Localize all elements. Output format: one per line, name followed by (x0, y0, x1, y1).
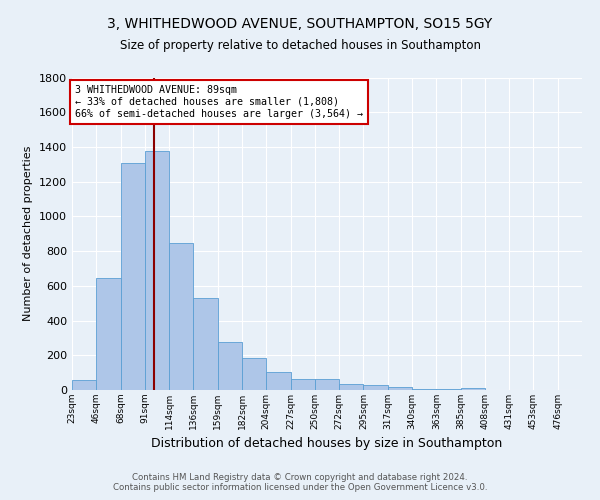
Bar (266, 372, 290, 390)
Bar (242, 358, 266, 390)
Bar (193, 298, 218, 390)
Bar (72, 380, 96, 390)
Bar (461, 388, 485, 390)
Bar (436, 388, 461, 390)
Bar (388, 387, 412, 390)
Bar (169, 244, 193, 390)
Text: Contains HM Land Registry data © Crown copyright and database right 2024.
Contai: Contains HM Land Registry data © Crown c… (113, 473, 487, 492)
Bar (315, 378, 339, 390)
Y-axis label: Number of detached properties: Number of detached properties (23, 146, 34, 322)
Text: Size of property relative to detached houses in Southampton: Size of property relative to detached ho… (119, 39, 481, 52)
Bar (96, 278, 121, 390)
Bar (290, 378, 315, 390)
X-axis label: Distribution of detached houses by size in Southampton: Distribution of detached houses by size … (151, 438, 503, 450)
Bar (339, 384, 364, 390)
Bar (364, 385, 388, 390)
Bar (412, 388, 436, 390)
Text: 3, WHITHEDWOOD AVENUE, SOUTHAMPTON, SO15 5GY: 3, WHITHEDWOOD AVENUE, SOUTHAMPTON, SO15… (107, 18, 493, 32)
Bar (218, 342, 242, 390)
Bar (145, 152, 169, 390)
Bar (121, 162, 145, 390)
Text: 3 WHITHEDWOOD AVENUE: 89sqm
← 33% of detached houses are smaller (1,808)
66% of : 3 WHITHEDWOOD AVENUE: 89sqm ← 33% of det… (74, 86, 362, 118)
